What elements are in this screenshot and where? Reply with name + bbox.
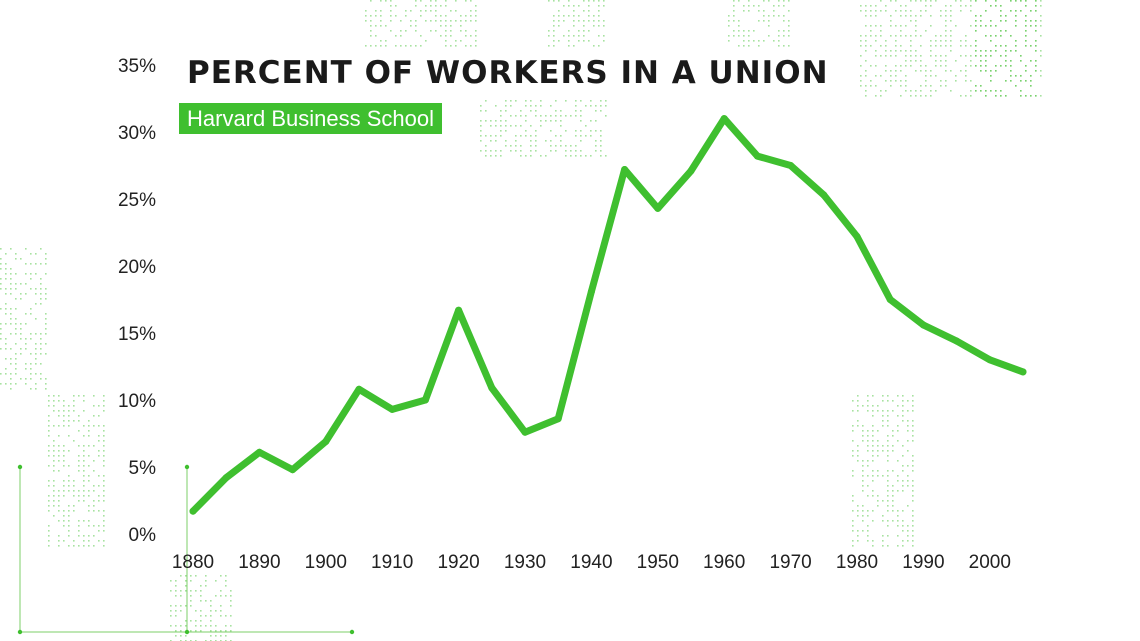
data-point	[355, 385, 363, 393]
y-tick-label: 15%	[118, 324, 156, 345]
x-tick-label: 1930	[504, 552, 546, 573]
data-point	[255, 448, 263, 456]
data-point	[853, 233, 861, 240]
data-point	[421, 396, 429, 404]
data-point	[886, 296, 894, 303]
x-tick-label: 1920	[437, 552, 479, 573]
dot-cluster	[548, 0, 605, 47]
x-tick-label: 1960	[703, 552, 745, 573]
frame-dot	[17, 629, 23, 635]
y-tick-label: 10%	[118, 391, 156, 412]
x-tick-label: 2000	[969, 552, 1011, 573]
dot-cluster	[975, 0, 1037, 97]
x-tick-label: 1940	[570, 552, 612, 573]
data-point	[720, 115, 728, 123]
y-tick-label: 35%	[118, 56, 156, 77]
series-layer	[189, 115, 1027, 515]
frame-dot	[184, 629, 190, 635]
y-tick-label: 5%	[129, 458, 157, 479]
dot-cluster	[860, 0, 1042, 97]
x-tick-label: 1910	[371, 552, 413, 573]
data-point	[488, 384, 496, 392]
y-axis-ticks: 0% 5% 10% 15% 20% 25% 30% 35%	[118, 56, 156, 546]
data-point	[787, 162, 795, 169]
data-point	[986, 356, 994, 364]
dot-cluster	[48, 395, 105, 547]
x-tick-label: 1970	[769, 552, 811, 573]
x-tick-label: 1990	[902, 552, 944, 573]
x-tick-label: 1950	[637, 552, 679, 573]
data-point	[521, 428, 529, 436]
data-point	[953, 337, 961, 345]
data-point	[455, 306, 463, 314]
data-point	[289, 466, 297, 474]
data-point	[222, 474, 230, 482]
source-badge: Harvard Business School	[179, 103, 443, 134]
frame-dot	[184, 464, 190, 470]
y-tick-label: 30%	[118, 123, 156, 144]
y-tick-label: 0%	[129, 525, 157, 546]
data-point	[388, 405, 396, 413]
dot-cluster	[365, 0, 477, 47]
data-point	[322, 438, 330, 445]
y-tick-label: 25%	[118, 190, 156, 211]
dot-cluster	[0, 248, 47, 390]
corner-frame-decoration	[17, 464, 355, 635]
data-point	[621, 166, 629, 173]
dot-cluster	[852, 395, 914, 547]
x-tick-label: 1980	[836, 552, 878, 573]
frame-dot	[17, 464, 23, 470]
data-point	[687, 167, 695, 175]
x-tick-label: 1900	[305, 552, 347, 573]
dot-cluster	[480, 100, 607, 157]
data-point	[587, 288, 595, 295]
y-tick-label: 20%	[118, 257, 156, 278]
data-point	[189, 507, 197, 515]
series-line	[189, 115, 1027, 515]
chart-title: PERCENT OF WORKERS IN A UNION	[187, 55, 829, 91]
data-point	[919, 321, 927, 329]
data-point	[554, 415, 562, 423]
dot-cluster	[728, 0, 790, 47]
frame-dot	[349, 629, 355, 635]
x-tick-label: 1890	[238, 552, 280, 573]
x-axis-ticks: 1880 1890 1900 1910 1920 1930 1940 1950 1960 1970…	[172, 552, 1011, 573]
dot-pattern-decoration	[0, 0, 1042, 641]
data-point	[753, 152, 761, 160]
data-point	[820, 191, 828, 199]
data-point	[654, 204, 662, 212]
data-point	[1019, 368, 1027, 376]
dot-cluster	[170, 575, 232, 641]
x-tick-label: 1880	[172, 552, 214, 573]
